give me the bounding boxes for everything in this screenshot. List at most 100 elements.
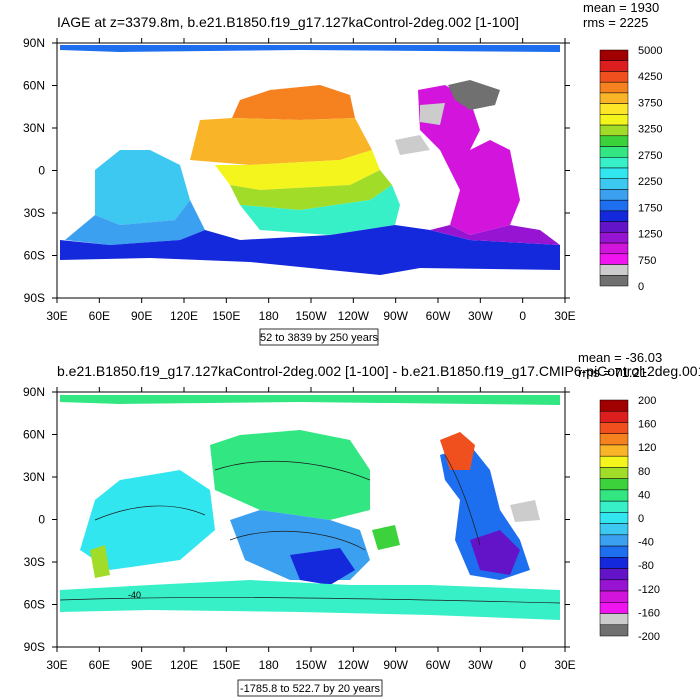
colorbar-label: 4250 — [638, 71, 662, 83]
panel-2-rms: rms = 71.21 — [578, 365, 647, 380]
colorbar-swatch — [599, 135, 629, 147]
colorbar-swatch — [599, 71, 629, 83]
region-indian-ocean-south — [65, 200, 205, 245]
x-tick-label: 90W — [383, 658, 408, 672]
region-north-atlantic-gray — [448, 80, 500, 110]
y-tick-label: 30N — [23, 470, 45, 484]
colorbar-swatch — [599, 455, 629, 468]
colorbar-label: 200 — [638, 395, 656, 407]
panel-1-y-axis: 90N 60N 30N 0 30S 60S 90S — [23, 36, 570, 305]
x-tick-label: 30E — [46, 309, 67, 323]
colorbar-label: 1750 — [638, 202, 662, 214]
region-north-pacific-subtropic — [190, 118, 372, 165]
colorbar-swatch — [599, 478, 629, 491]
colorbar-swatch — [599, 221, 629, 233]
colorbar-swatch — [599, 103, 629, 115]
colorbar-swatch — [599, 602, 629, 614]
x-tick-label: 120W — [338, 658, 370, 672]
panel-2-title: b.e21.B1850.f19_g17.127kaControl-2deg.00… — [57, 363, 700, 379]
colorbar-swatch — [599, 275, 629, 287]
region-gulf — [395, 135, 430, 155]
region-south-atlantic — [430, 225, 560, 245]
colorbar-label: -120 — [638, 584, 660, 596]
colorbar-label: -200 — [638, 631, 660, 643]
region-atlantic — [418, 85, 520, 235]
region-north-pacific — [232, 85, 355, 120]
colorbar-swatch — [599, 590, 629, 603]
x-tick-label: 30E — [554, 658, 575, 672]
region-southern-ocean — [60, 225, 560, 275]
region-madagascar-diff — [90, 545, 110, 578]
colorbar-swatch — [599, 433, 629, 446]
colorbar-label: 80 — [638, 466, 650, 478]
colorbar-label: 120 — [638, 442, 656, 454]
region-arctic — [60, 45, 560, 52]
region-south-pacific-anomaly — [290, 548, 355, 585]
x-tick-label: 120E — [170, 309, 198, 323]
x-tick-label: 180 — [259, 658, 279, 672]
colorbar-swatch — [599, 557, 629, 569]
colorbar-swatch — [599, 422, 629, 434]
colorbar-swatch — [599, 410, 629, 423]
contour-line — [59, 597, 561, 604]
colorbar-swatch — [599, 444, 629, 457]
x-tick-label: 30E — [46, 658, 67, 672]
x-tick-label: 150E — [212, 309, 240, 323]
region-southern-ocean-diff — [60, 580, 560, 620]
colorbar-swatch — [599, 579, 629, 592]
contour-line — [214, 460, 371, 481]
contour-line — [444, 454, 481, 546]
region-west-africa-diff — [510, 500, 540, 522]
colorbar-swatch — [599, 467, 629, 479]
panel-1-x-axis: 30E 60E 90E 120E 150E 180 150W 120W 90W 60W 30W 0 30… — [46, 38, 576, 323]
panel-1-range-box — [259, 328, 379, 346]
y-tick-label: 90N — [23, 385, 45, 399]
x-tick-label: 120W — [338, 309, 370, 323]
x-tick-label: 60W — [426, 658, 451, 672]
colorbar-label: 750 — [638, 255, 656, 267]
colorbar-label: 160 — [638, 419, 656, 431]
y-tick-label: 60N — [23, 428, 45, 442]
x-tick-label: 90W — [383, 309, 408, 323]
colorbar-swatch — [599, 210, 629, 222]
colorbar-label: 2750 — [638, 150, 662, 162]
y-tick-label: 90S — [24, 640, 45, 654]
colorbar-swatch — [599, 613, 629, 626]
x-tick-label: 90E — [131, 309, 152, 323]
y-tick-label: 0 — [38, 513, 45, 527]
panel-2-y-axis: 90N 60N 30N 0 30S 60S 90S — [23, 385, 570, 654]
colorbar-swatch — [599, 512, 629, 524]
panel-1-map — [57, 43, 565, 298]
panel-2-map: -40 — [57, 392, 565, 647]
panel-2-range-box — [237, 679, 383, 697]
panel-2-range-label: -1785.8 to 522.7 by 20 years — [240, 683, 381, 695]
colorbar-swatch — [599, 568, 629, 581]
colorbar-swatch — [599, 399, 629, 412]
colorbar-swatch — [599, 523, 629, 536]
y-tick-label: 60S — [24, 249, 45, 263]
colorbar-swatch — [599, 253, 629, 265]
panel-2-x-axis: 30E 60E 90E 120E 150E 180 150W 120W 90W 60W 30W 0 30… — [46, 387, 576, 672]
y-tick-label: 0 — [38, 164, 45, 178]
x-tick-label: 120E — [170, 658, 198, 672]
x-tick-label: 30W — [468, 658, 493, 672]
region-north-atlantic-diff — [440, 432, 475, 470]
colorbar-label: 3250 — [638, 124, 662, 136]
colorbar-swatch — [599, 167, 629, 179]
y-tick-label: 30S — [24, 206, 45, 220]
colorbar-swatch — [599, 60, 629, 72]
colorbar-swatch — [599, 232, 629, 244]
region-south-pacific — [240, 185, 400, 235]
region-east-pacific-diff — [372, 525, 400, 550]
x-tick-label: 90E — [131, 658, 152, 672]
x-tick-label: 60W — [426, 309, 451, 323]
x-tick-label: 60E — [89, 658, 110, 672]
colorbar-swatch — [599, 157, 629, 169]
colorbar-swatch — [599, 189, 629, 201]
colorbar-swatch — [599, 92, 629, 104]
panel-2-mean: mean = -36.03 — [578, 350, 662, 365]
colorbar-swatch — [599, 114, 629, 126]
region-equatorial-pacific-2 — [230, 170, 392, 210]
x-tick-label: 60E — [89, 309, 110, 323]
